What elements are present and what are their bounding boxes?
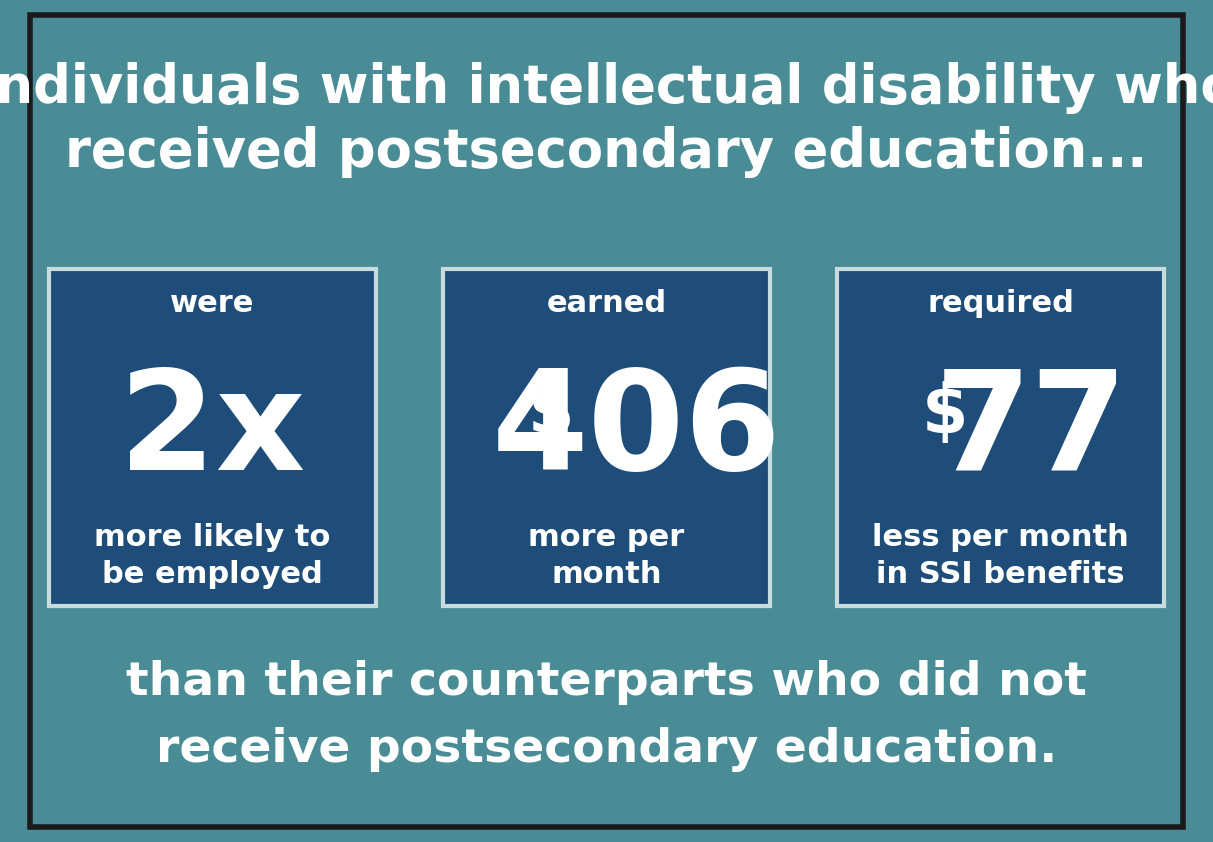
Text: 406: 406 [492,364,781,498]
Text: 77: 77 [934,364,1128,498]
Text: required: required [927,289,1075,317]
Text: Individuals with intellectual disability who: Individuals with intellectual disability… [0,62,1213,115]
Text: more likely to
be employed: more likely to be employed [95,523,330,589]
FancyBboxPatch shape [30,15,1183,827]
Text: were: were [170,289,255,317]
Text: less per month
in SSI benefits: less per month in SSI benefits [872,523,1129,589]
Text: $: $ [528,381,574,447]
Text: than their counterparts who did not: than their counterparts who did not [126,659,1087,705]
FancyBboxPatch shape [49,269,376,606]
FancyBboxPatch shape [837,269,1164,606]
Text: receive postsecondary education.: receive postsecondary education. [156,727,1057,772]
FancyBboxPatch shape [443,269,770,606]
Text: 2x: 2x [119,364,306,498]
Text: more per
month: more per month [529,523,684,589]
Text: $: $ [922,381,968,447]
Text: earned: earned [546,289,667,317]
Text: received postsecondary education...: received postsecondary education... [66,125,1147,178]
